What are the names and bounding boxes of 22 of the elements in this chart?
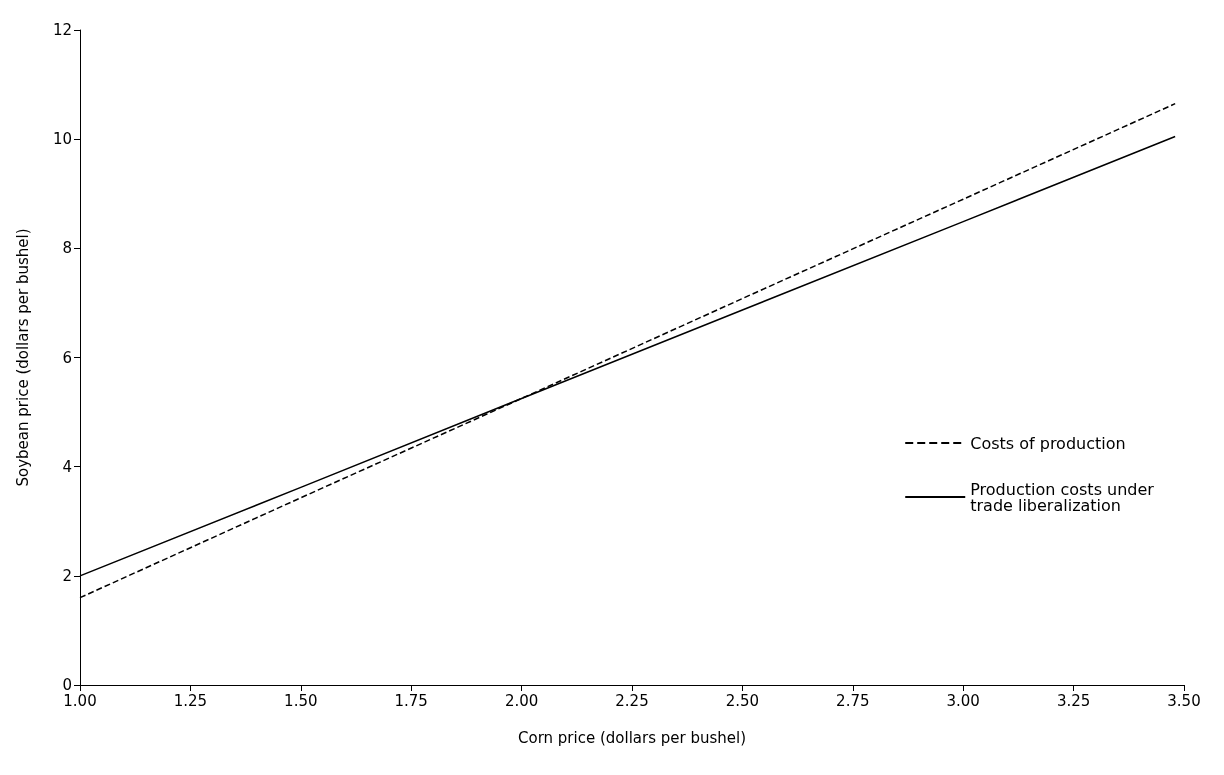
y-tick-label: 4 xyxy=(62,457,72,476)
x-tick-label: 2.00 xyxy=(504,691,539,710)
y-axis-title: Soybean price (dollars per bushel) xyxy=(13,228,32,487)
x-axis-title: Corn price (dollars per bushel) xyxy=(517,728,747,747)
x-tick-label: 1.75 xyxy=(394,691,428,710)
x-tick-label: 1.00 xyxy=(63,691,97,710)
y-tick-label: 2 xyxy=(62,566,72,585)
x-tick-label: 2.75 xyxy=(836,691,870,710)
x-tick-label: 2.50 xyxy=(725,691,760,710)
y-tick-label: 10 xyxy=(52,130,72,149)
x-tick-label: 3.50 xyxy=(1167,691,1201,710)
x-tick-label: 2.25 xyxy=(615,691,649,710)
y-tick-label: 8 xyxy=(62,239,72,258)
x-tick-label: 1.25 xyxy=(173,691,208,710)
y-tick-label: 12 xyxy=(52,21,72,39)
x-tick-label: 3.25 xyxy=(1056,691,1091,710)
y-tick-label: 0 xyxy=(62,676,72,694)
y-tick-label: 6 xyxy=(62,348,72,367)
legend-label: Production costs under trade liberalization xyxy=(970,479,1160,515)
x-tick-label: 3.00 xyxy=(946,691,980,710)
legend-label: Costs of production xyxy=(970,433,1126,453)
x-tick-label: 1.50 xyxy=(284,691,318,710)
